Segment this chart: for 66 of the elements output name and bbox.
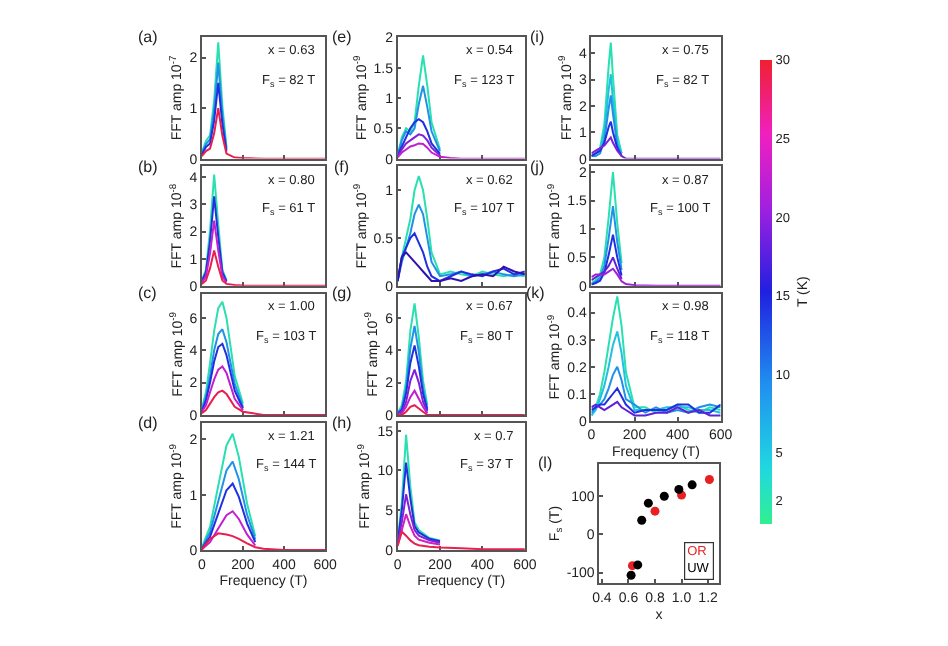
line-series [397, 389, 429, 415]
text: (e) [332, 28, 353, 46]
line-series [591, 120, 623, 157]
line-series [591, 94, 623, 157]
line-series [397, 344, 429, 415]
line-series [591, 387, 721, 414]
line-series [201, 510, 257, 550]
text: (f) [334, 158, 350, 176]
text: (a) [138, 28, 159, 46]
line-series [591, 400, 721, 417]
text: (l) [538, 454, 553, 472]
line-series [201, 195, 228, 283]
line-series [201, 41, 228, 154]
text: (i) [530, 28, 545, 46]
text: (h) [332, 414, 353, 432]
text: (g) [332, 284, 353, 302]
line-series [397, 461, 442, 544]
line-series [591, 256, 623, 282]
point [659, 491, 669, 501]
point [687, 480, 697, 490]
text: (d) [138, 414, 159, 432]
point [626, 570, 636, 580]
text: (k) [526, 284, 546, 302]
line-series [201, 365, 244, 413]
line-series [201, 61, 228, 155]
line-series [397, 203, 525, 283]
point [633, 560, 643, 570]
line-series [591, 365, 721, 414]
line-series [397, 433, 442, 544]
text: (c) [138, 284, 158, 302]
line-series [591, 171, 623, 285]
line-series [201, 300, 244, 410]
line-series [591, 233, 623, 286]
line-series [397, 133, 442, 158]
line-series [201, 432, 257, 549]
line-series [591, 295, 721, 417]
line-series [201, 219, 228, 284]
line-series [591, 205, 623, 286]
text: (b) [138, 158, 159, 176]
line-series [397, 174, 525, 283]
line-series [397, 232, 525, 283]
line-series [201, 532, 326, 550]
line-series [397, 84, 442, 157]
point [674, 484, 684, 494]
line-series [201, 173, 228, 282]
line-series [397, 251, 525, 283]
line-series [201, 482, 257, 550]
line-series [397, 302, 429, 415]
line-series [591, 330, 721, 417]
line-series [201, 389, 326, 415]
line-series [397, 324, 429, 415]
line-series [397, 118, 442, 157]
line-series [397, 493, 442, 545]
text: (j) [530, 158, 545, 176]
line-series [397, 530, 525, 550]
line-series [201, 81, 228, 156]
point [650, 506, 660, 516]
point [643, 498, 653, 508]
line-series [201, 342, 244, 413]
line-series [397, 513, 442, 547]
line-series [201, 328, 244, 412]
point [637, 515, 647, 525]
point [704, 475, 714, 484]
line-series [591, 41, 623, 157]
line-series [201, 460, 257, 550]
line-series [397, 368, 429, 415]
